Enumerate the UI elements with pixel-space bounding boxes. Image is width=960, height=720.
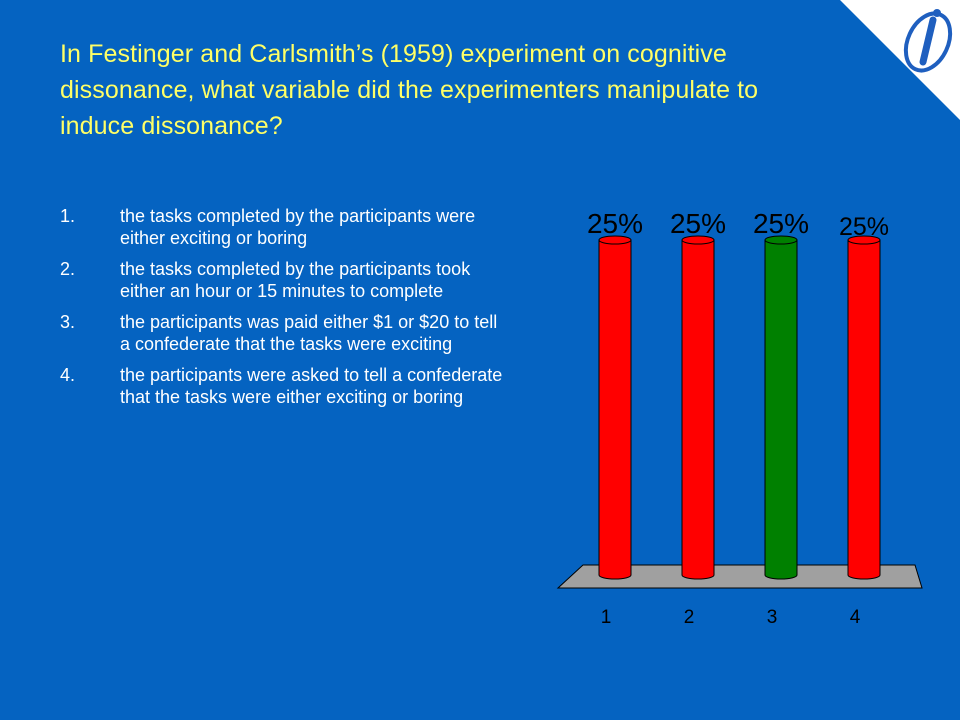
answer-options: 1. the tasks completed by the participan…: [60, 205, 510, 417]
bar-top-3: [764, 235, 798, 245]
x-tick-label: 1: [601, 607, 612, 628]
corner-logo: [840, 0, 960, 120]
bar-top-4: [847, 235, 881, 245]
option-2: 2. the tasks completed by the participan…: [60, 258, 510, 302]
option-number: 1.: [60, 206, 76, 226]
bar-4: [847, 239, 881, 580]
bar-top-2: [681, 235, 715, 245]
x-tick-label: 3: [767, 607, 778, 628]
question-title: In Festinger and Carlsmith’s (1959) expe…: [60, 40, 759, 140]
option-text: the tasks completed by the participants …: [120, 206, 476, 248]
option-text: the participants was paid either $1 or $…: [120, 312, 498, 354]
option-text: the participants were asked to tell a co…: [120, 365, 503, 407]
bar-top-1: [598, 235, 632, 245]
option-3: 3. the participants was paid either $1 o…: [60, 311, 510, 355]
option-4: 4. the participants were asked to tell a…: [60, 364, 510, 408]
option-number: 2.: [60, 259, 76, 279]
chart-floor: [556, 564, 923, 589]
option-number: 4.: [60, 365, 76, 385]
bar-1: [598, 239, 632, 580]
data-label: 25%: [753, 208, 809, 239]
x-tick-label: 2: [684, 607, 695, 628]
data-label: 25%: [839, 213, 889, 241]
bar-2: [681, 239, 715, 580]
x-tick-label: 4: [850, 607, 861, 628]
data-label: 25%: [587, 208, 643, 239]
option-1: 1. the tasks completed by the participan…: [60, 205, 510, 249]
i-logo-icon: [903, 9, 953, 73]
data-label: 25%: [670, 208, 726, 239]
option-number: 3.: [60, 312, 76, 332]
response-bar-chart: 25% 1 25% 2 25% 3 25% 4: [556, 208, 923, 628]
option-text: the tasks completed by the participants …: [120, 259, 471, 301]
bar-3: [764, 239, 798, 580]
